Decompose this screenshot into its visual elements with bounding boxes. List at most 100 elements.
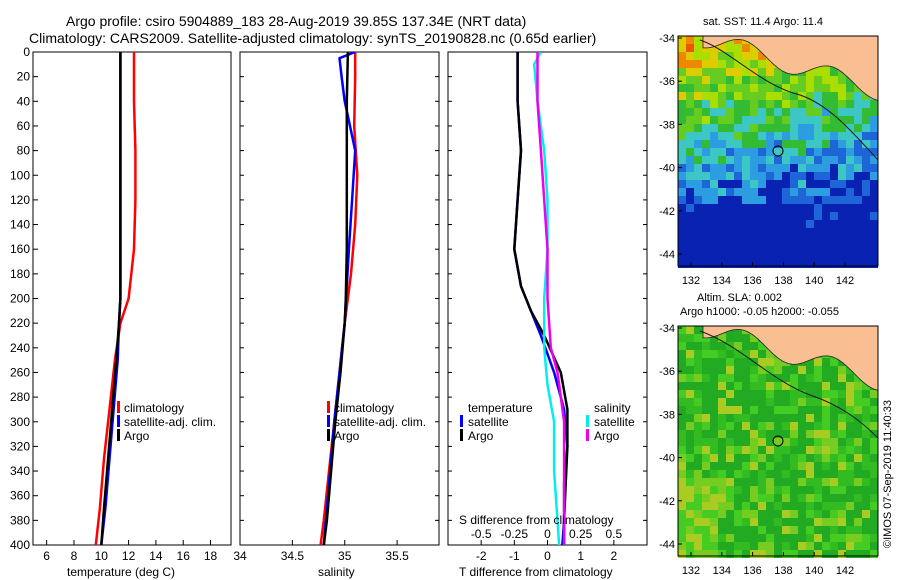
map-cell <box>710 260 718 268</box>
map-cell <box>750 164 758 172</box>
map-cell <box>846 422 854 430</box>
map-cell <box>710 76 718 84</box>
map-cell <box>678 398 686 406</box>
map-cell <box>774 502 782 510</box>
map-cell <box>734 462 742 470</box>
map-cell <box>782 252 790 260</box>
map-cell <box>742 236 750 244</box>
map-cell <box>766 526 774 534</box>
map-cell <box>718 470 726 478</box>
map-cell <box>854 510 862 518</box>
map-cell <box>862 414 870 422</box>
lon-tick-label: 142 <box>836 565 854 577</box>
map-cell <box>710 462 718 470</box>
map-cell <box>694 164 702 172</box>
map-cell <box>734 244 742 252</box>
s-diff-tick-label: 0.25 <box>569 527 593 541</box>
map-cell <box>846 502 854 510</box>
map-cell <box>758 534 766 542</box>
map-cell <box>742 180 750 188</box>
map-cell <box>750 454 758 462</box>
map-cell <box>766 438 774 446</box>
map-cell <box>758 430 766 438</box>
map-cell <box>750 486 758 494</box>
map-cell <box>854 140 862 148</box>
map-cell <box>694 342 702 350</box>
map-cell <box>694 236 702 244</box>
map-cell <box>814 542 822 550</box>
map-cell <box>734 366 742 374</box>
map-cell <box>766 446 774 454</box>
map-cell <box>814 180 822 188</box>
map-cell <box>726 422 734 430</box>
argo-float-position-marker <box>772 435 784 447</box>
map-cell <box>718 430 726 438</box>
map-cell <box>846 390 854 398</box>
map-cell <box>758 550 766 558</box>
map-cell <box>774 542 782 550</box>
map-cell <box>774 92 782 100</box>
map-cell <box>702 260 710 268</box>
legend-label-argo: Argo <box>124 429 150 443</box>
map-cell <box>782 462 790 470</box>
map-cell <box>814 92 822 100</box>
map-cell <box>838 478 846 486</box>
sst-map-title: sat. SST: 11.4 Argo: 11.4 <box>703 16 823 28</box>
map-cell <box>678 438 686 446</box>
map-cell <box>806 510 814 518</box>
map-cell <box>742 414 750 422</box>
map-cell <box>854 462 862 470</box>
map-cell <box>718 438 726 446</box>
map-cell <box>854 188 862 196</box>
map-cell <box>742 84 750 92</box>
map-cell <box>798 478 806 486</box>
map-cell <box>806 550 814 558</box>
map-cell <box>870 390 878 398</box>
map-cell <box>854 430 862 438</box>
map-cell <box>718 358 726 366</box>
map-cell <box>838 494 846 502</box>
map-cell <box>774 438 782 446</box>
lon-tick-label: 132 <box>682 275 700 287</box>
map-cell <box>750 414 758 422</box>
map-cell <box>862 140 870 148</box>
map-cell <box>790 212 798 220</box>
map-cell <box>806 244 814 252</box>
map-cell <box>766 358 774 366</box>
map-cell <box>822 84 830 92</box>
map-cell <box>710 164 718 172</box>
map-cell <box>710 148 718 156</box>
map-cell <box>710 438 718 446</box>
map-cell <box>702 196 710 204</box>
map-cell <box>726 116 734 124</box>
map-cell <box>710 510 718 518</box>
map-cell <box>734 84 742 92</box>
salinity-legend: climatology satellite-adj. clim. Argo <box>327 401 426 443</box>
map-cell <box>830 132 838 140</box>
map-cell <box>678 526 686 534</box>
map-cell <box>750 366 758 374</box>
map-cell <box>758 454 766 462</box>
map-cell <box>790 140 798 148</box>
map-cell <box>870 180 878 188</box>
map-cell <box>718 196 726 204</box>
salinity-panel: 34 34.5 35 35.5 salinity climatology satell… <box>233 51 440 579</box>
map-cell <box>782 486 790 494</box>
map-cell <box>710 398 718 406</box>
map-cell <box>742 124 750 132</box>
map-cell <box>854 132 862 140</box>
map-cell <box>854 414 862 422</box>
map-cell <box>790 124 798 132</box>
map-cell <box>718 100 726 108</box>
map-cell <box>830 212 838 220</box>
map-cell <box>774 414 782 422</box>
map-cell <box>726 44 734 52</box>
map-cell <box>782 430 790 438</box>
map-cell <box>774 494 782 502</box>
map-cell <box>862 92 870 100</box>
map-cell <box>838 220 846 228</box>
map-cell <box>806 486 814 494</box>
map-cell <box>854 374 862 382</box>
map-cell <box>734 342 742 350</box>
map-cell <box>686 534 694 542</box>
